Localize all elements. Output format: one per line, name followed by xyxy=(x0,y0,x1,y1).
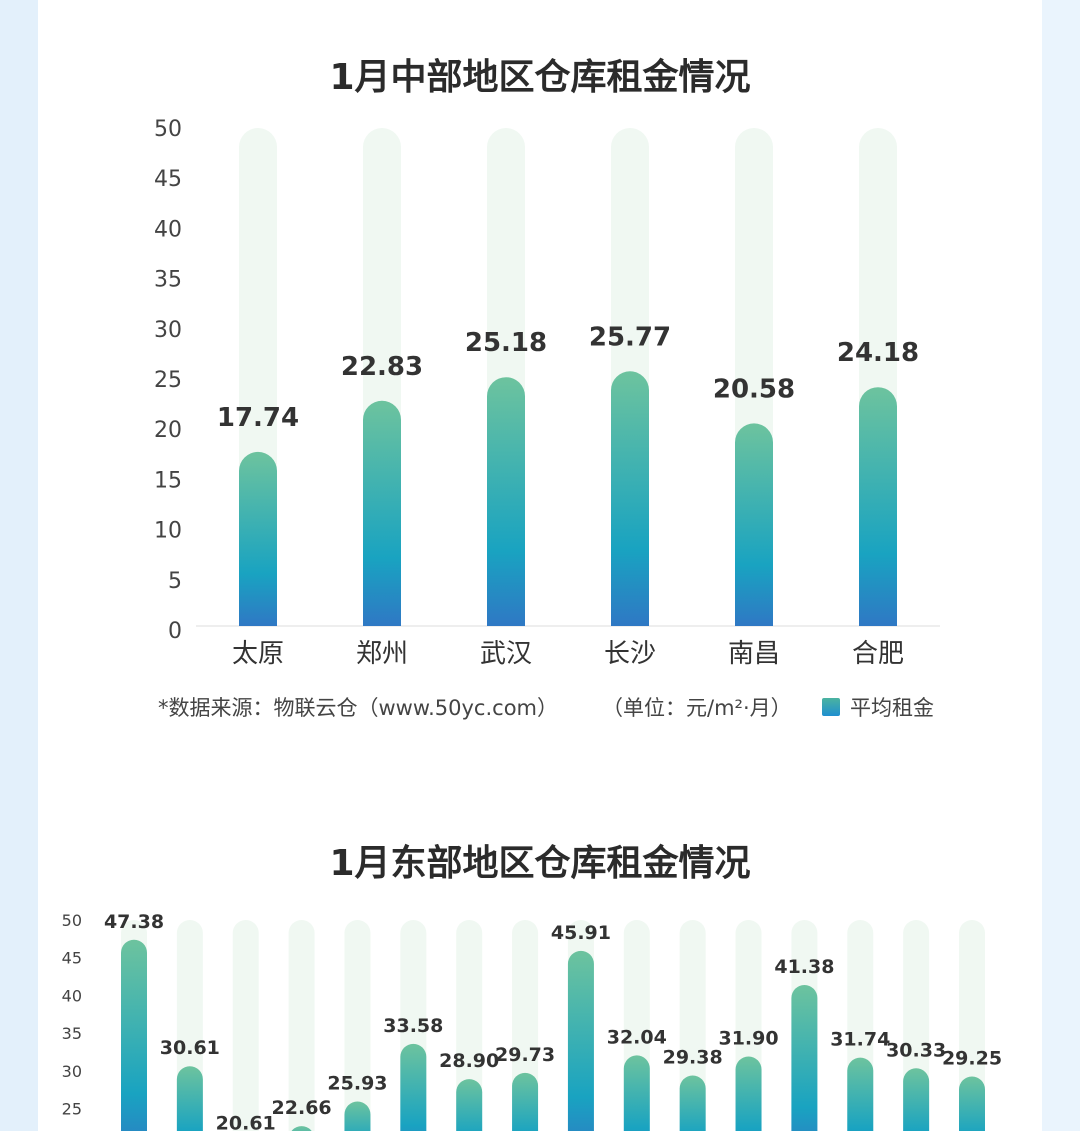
x-category-label: 太原 xyxy=(232,639,284,669)
y-tick-label: 40 xyxy=(62,986,82,1005)
bar-value-label: 47.38 xyxy=(104,911,164,933)
bar xyxy=(121,939,147,1131)
bar xyxy=(679,1075,706,1131)
bar-value-label: 28.90 xyxy=(439,1050,499,1072)
bar-value-label: 22.83 xyxy=(341,352,423,382)
y-tick-label: 30 xyxy=(62,1062,82,1081)
bar-value-label: 25.77 xyxy=(589,322,671,352)
legend-swatch xyxy=(822,698,840,716)
x-category-label: 武汉 xyxy=(480,639,532,669)
bar-value-label: 29.25 xyxy=(942,1047,1002,1069)
bar-value-label: 30.33 xyxy=(886,1039,946,1061)
y-tick-label: 35 xyxy=(62,1024,82,1043)
bar-value-label: 29.38 xyxy=(663,1046,723,1068)
bar-value-label: 20.61 xyxy=(216,1113,276,1131)
bar-郑州 xyxy=(363,400,401,626)
bar xyxy=(735,1056,762,1131)
y-tick-label: 10 xyxy=(154,519,182,544)
y-tick-label: 20 xyxy=(154,418,182,443)
bar-value-label: 31.74 xyxy=(830,1029,890,1051)
legend-label: 平均租金 xyxy=(850,696,934,720)
bar-value-label: 29.73 xyxy=(495,1044,555,1066)
bar xyxy=(959,1076,985,1131)
x-category-label: 合肥 xyxy=(852,639,904,669)
bar-track xyxy=(344,920,371,1131)
bar-value-label: 22.66 xyxy=(272,1097,332,1119)
bar xyxy=(456,1079,483,1131)
bar xyxy=(623,1055,650,1131)
bar xyxy=(344,1101,371,1131)
bar xyxy=(567,950,594,1131)
y-tick-label: 40 xyxy=(154,217,182,242)
bar-value-label: 32.04 xyxy=(607,1026,667,1048)
y-tick-label: 25 xyxy=(154,368,182,393)
chart-title-central: 1月中部地区仓库租金情况 xyxy=(329,57,751,98)
bar-value-label: 20.58 xyxy=(713,374,795,404)
y-tick-label: 0 xyxy=(168,619,182,644)
x-category-label: 长沙 xyxy=(604,639,656,669)
bar-value-label: 33.58 xyxy=(383,1015,443,1037)
y-tick-label: 35 xyxy=(154,268,182,293)
bar-太原 xyxy=(239,451,277,626)
bar-武汉 xyxy=(487,377,525,626)
bar-value-label: 31.90 xyxy=(718,1027,778,1049)
bar-南昌 xyxy=(735,423,773,626)
bar-value-label: 30.61 xyxy=(160,1037,220,1059)
y-tick-label: 30 xyxy=(154,318,182,343)
x-category-label: 郑州 xyxy=(356,639,408,669)
source-note: *数据来源：物联云仓（www.50yc.com） xyxy=(158,696,558,720)
bar-value-label: 41.38 xyxy=(774,956,834,978)
page-margin xyxy=(1042,0,1080,1131)
bar-track xyxy=(288,920,315,1131)
bar xyxy=(400,1043,427,1131)
bar xyxy=(512,1072,539,1131)
bar-value-label: 24.18 xyxy=(837,338,919,368)
bar-value-label: 45.91 xyxy=(551,922,611,944)
bar xyxy=(176,1066,203,1131)
y-tick-label: 50 xyxy=(62,911,82,930)
bar-value-label: 25.18 xyxy=(465,328,547,358)
bar xyxy=(903,1068,930,1131)
chart-title-east: 1月东部地区仓库租金情况 xyxy=(329,843,751,884)
chart-central: 0 5 10 15 20 25 30 35 40 45 50 17.74 太原 22.83 郑州 25.18 武… xyxy=(154,117,940,669)
y-tick-label: 45 xyxy=(62,949,82,968)
x-category-label: 南昌 xyxy=(728,639,780,669)
unit-note: （单位：元/m²·月） xyxy=(602,696,792,720)
bar-track xyxy=(232,920,259,1131)
bar-长沙 xyxy=(611,371,649,626)
bar-track xyxy=(456,920,483,1131)
bar xyxy=(847,1057,874,1131)
bar xyxy=(791,984,818,1131)
y-tick-label: 5 xyxy=(168,569,182,594)
bar-value-label: 17.74 xyxy=(217,403,299,433)
bar-合肥 xyxy=(859,387,897,626)
y-tick-label: 15 xyxy=(154,468,182,493)
y-tick-label: 45 xyxy=(154,167,182,192)
y-tick-label: 25 xyxy=(62,1100,82,1119)
bar-value-label: 25.93 xyxy=(327,1072,387,1094)
bar xyxy=(291,1126,312,1131)
chart-footer: *数据来源：物联云仓（www.50yc.com） （单位：元/m²·月） 平均租… xyxy=(0,692,1080,724)
y-tick-label: 50 xyxy=(154,117,182,142)
